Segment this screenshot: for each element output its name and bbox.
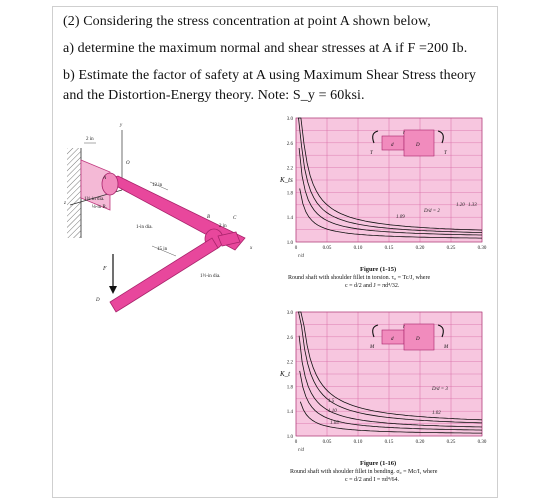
chart2-ytick: 1.0 <box>287 435 294 440</box>
question-line-4: and the Distortion-Energy theory. Note: … <box>63 88 365 103</box>
point-b-label: B <box>207 215 211 220</box>
chart2-curve <box>299 401 482 434</box>
crank-arm <box>109 237 219 313</box>
chart1-curve <box>297 117 483 231</box>
question-line-3: b) Estimate the factor of safety at A us… <box>63 68 477 83</box>
question-line-2: a) determine the maximum normal and shea… <box>63 41 468 56</box>
chart1-caption-1: Round shaft with shoulder fillet in tors… <box>288 275 431 281</box>
chart1-title: Figure (1-15) <box>360 266 397 273</box>
dia-small-label: 1½-in dia. <box>200 274 221 279</box>
chart2-curve-label: D/d = 3 <box>431 387 448 392</box>
point-d-label: D <box>96 298 100 303</box>
chart1-curve <box>299 188 482 239</box>
image-frame <box>52 6 498 498</box>
chart1-ytick: 2.6 <box>287 142 294 147</box>
chart1-curve-label: 1.09 <box>396 215 405 220</box>
chart2-sketch-label: M <box>369 345 375 350</box>
chart1-ytick: 2.2 <box>287 167 294 172</box>
wall-hatch <box>67 148 81 238</box>
chart1-sketch-label: T <box>370 151 374 156</box>
point-c-label: C <box>233 216 237 221</box>
chart2-ytick: 2.6 <box>287 336 294 341</box>
chart1-xtick: 0.10 <box>354 246 363 251</box>
chart2-curve <box>298 311 483 424</box>
chart2-ytick: 3.0 <box>287 311 294 316</box>
chart2-title: Figure (1-16) <box>360 460 397 467</box>
point-a-label: A <box>103 176 107 181</box>
chart2-xtick: 0.20 <box>416 440 425 445</box>
dia-1-5-label: 1½-in dia. <box>84 197 105 202</box>
chart2-xlabel: r/d <box>298 448 304 453</box>
chart2-curve <box>298 335 483 428</box>
chart2-curve-label: 1.02 <box>432 411 441 416</box>
wall-flange <box>80 159 111 211</box>
chart2-curve-label: 1.5 <box>328 399 335 404</box>
chart1-ytick: 1.0 <box>287 241 294 246</box>
chart2-caption-2: c = d/2 and I = πd⁴/64. <box>345 477 400 483</box>
chart1-xlabel: r/d <box>298 254 304 259</box>
chart2-sketch-label: M <box>443 345 449 350</box>
chart2-xtick: 0.25 <box>447 440 456 445</box>
dim-2in-label: 2 in <box>86 137 94 142</box>
chart1-xtick: 0 <box>295 246 298 251</box>
chart1-ytick: 1.8 <box>287 191 294 196</box>
chart1-xtick: 0.15 <box>385 246 394 251</box>
chart2-curve <box>297 311 483 421</box>
chart1-xtick: 0.25 <box>447 246 456 251</box>
chart1-curve-label: D/d = 2 <box>423 209 440 214</box>
chart2-caption-1: Round shaft with shoulder fillet in bend… <box>290 469 438 475</box>
force-f-label: F <box>103 266 107 272</box>
chart2-sketch-label: d <box>391 337 394 342</box>
chart1-curve-label: 1.33 <box>468 203 477 208</box>
chart1-curve <box>298 148 482 236</box>
chart1-xtick: 0.30 <box>478 246 487 251</box>
chart1-sketch-label: D <box>415 143 420 148</box>
chart1-curve <box>298 117 483 233</box>
chart2-sketch-label: D <box>415 337 420 342</box>
chart2-xtick: 0.15 <box>385 440 394 445</box>
chart1-ytick: 3.0 <box>287 117 294 122</box>
chart2-xtick: 0.10 <box>354 440 363 445</box>
fillet-r-label: ⅛-in R. <box>92 205 108 210</box>
chart2-ytick: 1.8 <box>287 385 294 390</box>
chart1-ytick: 1.4 <box>287 216 294 221</box>
chart2-ytick: 2.2 <box>287 361 294 366</box>
chart2-xtick: 0.30 <box>478 440 487 445</box>
point-o-label: O <box>126 161 130 166</box>
chart1-sketch-label: T <box>444 151 448 156</box>
question-line-1: (2) Considering the stress concentration… <box>63 14 431 29</box>
dia-1-label: 1-in dia. <box>136 225 153 230</box>
chart2-curve-label: 1.05 <box>330 421 339 426</box>
x-axis-label: x <box>250 246 253 251</box>
chart1-ylabel: K_ts <box>280 176 293 184</box>
chart1-xtick: 0.20 <box>416 246 425 251</box>
chart1-caption-2: c = d/2 and J = πd⁴/32. <box>345 283 400 289</box>
shoulder-o <box>101 172 119 196</box>
chart2-curve-label: 1.10 <box>328 409 337 414</box>
y-axis-label: y <box>120 123 123 128</box>
len-15-label: 15 in <box>157 247 168 252</box>
z-axis-label: z <box>64 201 66 206</box>
chart1-curve-label: 1.20 <box>456 203 465 208</box>
chart1-xtick: 0.05 <box>323 246 332 251</box>
len-12-label: 12 in <box>152 183 163 188</box>
chart2-xtick: 0 <box>295 440 298 445</box>
chart2-sketch-label: r <box>403 325 405 330</box>
chart1-sketch-label: r <box>403 131 405 136</box>
chart2-xtick: 0.05 <box>323 440 332 445</box>
stub-shaft <box>217 231 241 247</box>
chart2-ylabel: K_t <box>280 370 291 378</box>
chart2-curve <box>299 370 483 431</box>
chart2-ytick: 1.4 <box>287 410 294 415</box>
chart1-sketch-label: d <box>391 143 394 148</box>
dim-2in-b-label: 2 in <box>219 224 227 229</box>
